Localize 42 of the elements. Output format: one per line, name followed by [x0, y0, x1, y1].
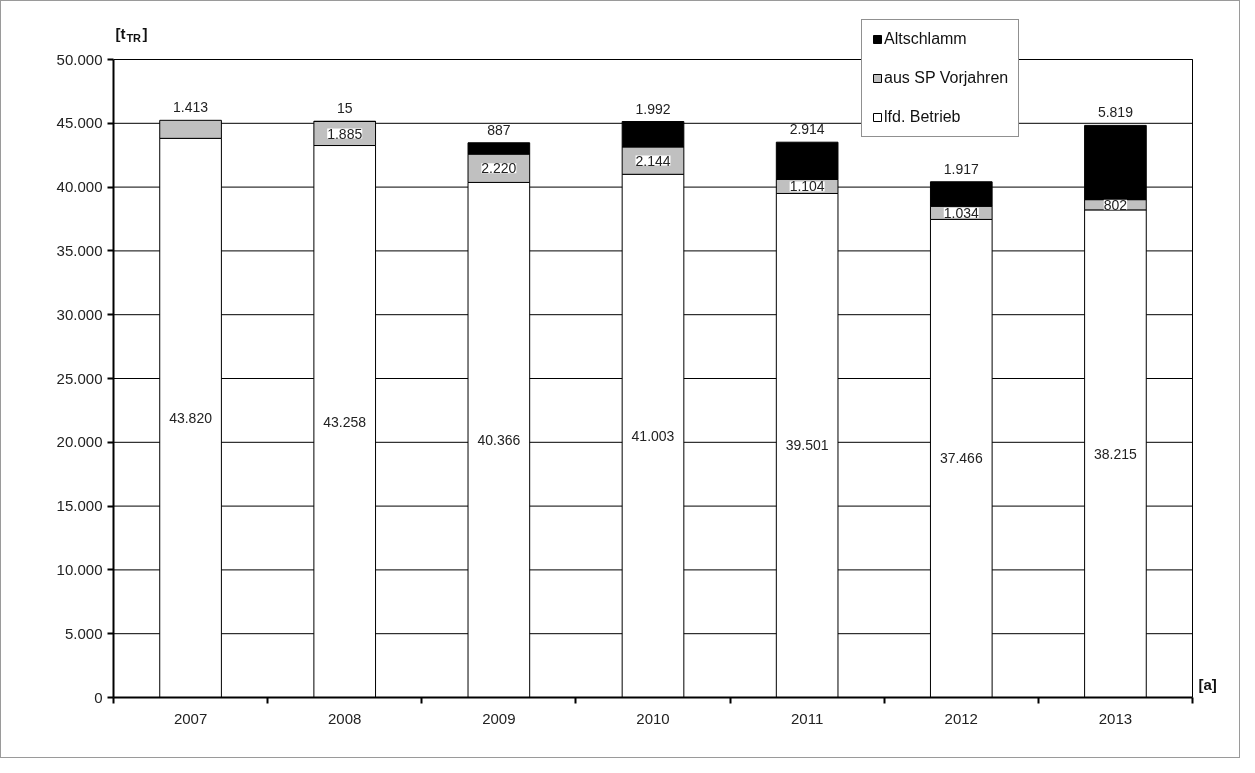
y-tick-label: 30.000: [56, 305, 103, 323]
y-tick-label: 25.000: [56, 369, 103, 387]
y-tick-label: 40.000: [56, 178, 103, 196]
data-label: 1.413: [173, 99, 209, 116]
data-label: 43.820: [169, 409, 213, 426]
y-tick-label: 45.000: [56, 114, 103, 132]
data-label: 5.819: [1097, 104, 1134, 121]
legend-label: aus SP Vorjahren: [884, 69, 1009, 87]
data-label: 1.885: [327, 125, 363, 142]
legend-label: lfd. Betrieb: [884, 108, 961, 126]
y-tick-label: 10.000: [56, 560, 103, 578]
data-label: 2.914: [789, 121, 825, 138]
y-tick-label: 20.000: [56, 433, 103, 451]
data-label: 43.258: [323, 413, 367, 430]
x-tick-label: 2008: [328, 709, 362, 727]
data-label: 1.104: [789, 178, 825, 195]
y-tick-label: 35.000: [56, 241, 103, 259]
x-tick-label: 2009: [482, 709, 516, 727]
data-label: 1.917: [943, 160, 980, 177]
x-tick-label: 2010: [636, 709, 670, 727]
data-label: 37.466: [939, 450, 983, 467]
y-tick-label: 0: [94, 688, 103, 706]
data-label: 802: [1103, 196, 1128, 213]
y-tick-label: 15.000: [56, 497, 103, 515]
data-label: 40.366: [477, 431, 521, 448]
data-label: 887: [487, 121, 511, 138]
data-label: 1.034: [943, 204, 980, 221]
x-tick-label: 2011: [791, 709, 824, 727]
data-label: 2.144: [635, 152, 671, 169]
y-tick-label: 50.000: [56, 50, 103, 68]
x-axis-title: [a]: [1198, 676, 1217, 693]
x-tick-label: 2007: [173, 709, 208, 727]
data-label: 2.220: [481, 160, 517, 177]
legend-label: Altschlamm: [884, 30, 967, 48]
x-tick-label: 2012: [944, 709, 978, 727]
data-label: 1.992: [635, 100, 671, 117]
y-tick-label: 5.000: [64, 624, 103, 642]
data-label: 39.501: [785, 437, 829, 454]
data-label: 15: [336, 100, 353, 117]
x-tick-label: 2013: [1098, 709, 1133, 727]
data-label: 38.215: [1094, 445, 1138, 462]
data-label: 41.003: [631, 427, 675, 444]
